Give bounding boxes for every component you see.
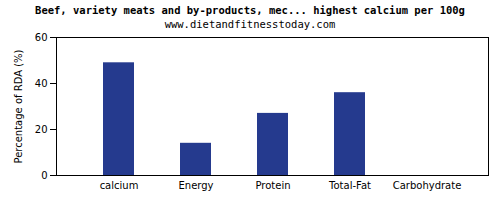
svg-text:calcium: calcium — [100, 180, 139, 191]
svg-text:Percentage of RDA (%): Percentage of RDA (%) — [13, 49, 24, 163]
svg-text:Energy: Energy — [178, 180, 213, 191]
svg-text:Total-Fat: Total-Fat — [328, 180, 371, 191]
svg-text:0: 0 — [41, 170, 47, 181]
html-text:www.dietandfitnesstoday.com: www.dietandfitnesstoday.com — [164, 18, 336, 30]
svg-text:60: 60 — [35, 32, 48, 43]
svg-text:40: 40 — [35, 78, 48, 89]
svg-text:Carbohydrate: Carbohydrate — [393, 180, 462, 191]
html-text:Beef, variety meats and by-pro: Beef, variety meats and by-products, mec… — [35, 4, 465, 16]
svg-text:Protein: Protein — [255, 180, 290, 191]
svg-text:20: 20 — [35, 124, 48, 135]
